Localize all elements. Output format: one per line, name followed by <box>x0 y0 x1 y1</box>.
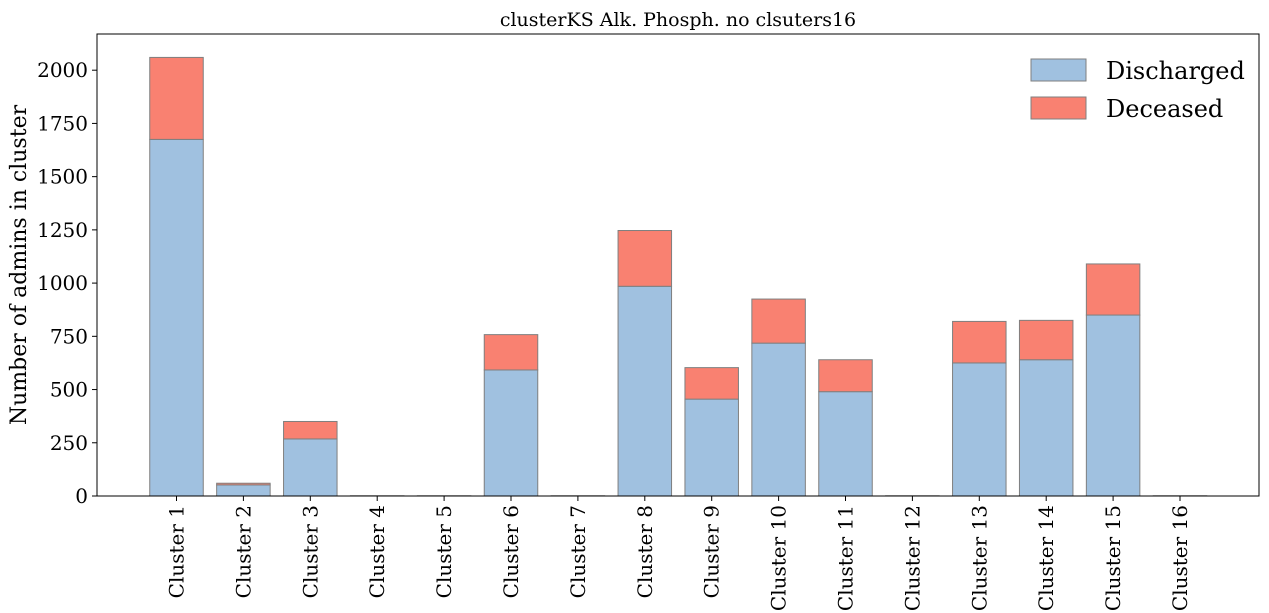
x-tick-label: Cluster 2 <box>231 505 255 598</box>
bars-group <box>149 56 1208 497</box>
bar-discharged-14 <box>1018 359 1074 497</box>
bar-deceased-9 <box>684 367 739 400</box>
x-tick-label: Cluster 12 <box>900 505 924 611</box>
y-tick-label: 1750 <box>37 111 88 135</box>
y-tick-label: 750 <box>50 324 88 348</box>
x-tick-label: Cluster 3 <box>298 505 322 598</box>
bar-discharged-6 <box>483 369 539 497</box>
y-tick-label: 2000 <box>37 58 88 82</box>
plot-frame <box>96 33 1260 497</box>
legend-swatch-deceased <box>1030 96 1087 120</box>
y-tick-label: 1500 <box>37 165 88 189</box>
y-tick-label: 1000 <box>37 271 88 295</box>
bar-deceased-13 <box>952 320 1007 364</box>
x-tick-label: Cluster 11 <box>834 505 858 611</box>
bar-discharged-9 <box>684 398 739 497</box>
legend-swatch-discharged <box>1030 58 1087 82</box>
bar-deceased-6 <box>483 334 539 371</box>
x-tick-label: Cluster 8 <box>633 505 657 598</box>
y-tick-label: 500 <box>50 378 88 402</box>
bar-discharged-1 <box>149 138 204 497</box>
x-tick-label: Cluster 4 <box>365 505 389 598</box>
bar-deceased-14 <box>1018 319 1074 361</box>
bar-discharged-2 <box>216 484 271 497</box>
bar-discharged-8 <box>617 285 673 497</box>
x-tick-label: Cluster 1 <box>165 505 189 598</box>
legend: Discharged Deceased <box>1030 57 1245 123</box>
bar-deceased-2 <box>216 482 271 486</box>
y-tick-label: 1250 <box>37 218 88 242</box>
bar-discharged-3 <box>283 438 338 497</box>
bar-discharged-10 <box>751 342 806 497</box>
x-tick-label: Cluster 14 <box>1034 505 1058 611</box>
x-axis-ticks: Cluster 1 Cluster 2 Cluster 3 Cluster 4 Clus… <box>165 496 1192 611</box>
x-tick-label: Cluster 6 <box>499 505 523 598</box>
x-tick-label: Cluster 13 <box>967 505 991 611</box>
bar-deceased-15 <box>1085 263 1141 316</box>
x-tick-label: Cluster 9 <box>700 505 724 598</box>
bar-discharged-11 <box>818 391 873 497</box>
bar-discharged-13 <box>952 362 1007 497</box>
x-tick-label: Cluster 10 <box>767 505 791 611</box>
bar-deceased-1 <box>149 56 204 140</box>
x-tick-label: Cluster 7 <box>566 505 590 598</box>
y-axis-ticks: 0 250 500 750 1000 1250 1500 1750 2000 <box>37 58 97 508</box>
chart-title: clusterKS Alk. Phosph. no clsuters16 <box>500 9 856 31</box>
legend-label-discharged: Discharged <box>1106 57 1245 85</box>
x-tick-label: Cluster 15 <box>1101 505 1125 611</box>
bar-deceased-11 <box>818 359 873 393</box>
x-tick-label: Cluster 16 <box>1168 505 1192 611</box>
bar-discharged-15 <box>1085 314 1141 497</box>
bar-deceased-8 <box>617 230 673 287</box>
x-tick-label: Cluster 5 <box>432 505 456 598</box>
y-tick-label: 250 <box>50 431 88 455</box>
y-axis-label: Number of admins in cluster <box>7 104 32 425</box>
bar-deceased-3 <box>283 420 338 440</box>
legend-label-deceased: Deceased <box>1106 95 1223 123</box>
y-tick-label: 0 <box>75 484 88 508</box>
bar-deceased-10 <box>751 298 806 344</box>
